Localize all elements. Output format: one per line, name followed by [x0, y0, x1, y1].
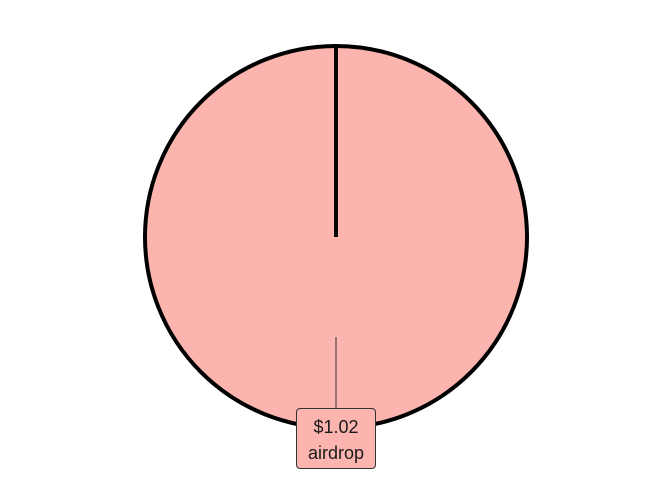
slice-value-label: $1.02	[313, 417, 359, 437]
slice-label-airdrop: $1.02 airdrop	[296, 408, 376, 469]
slice-category-label: airdrop	[307, 443, 365, 463]
